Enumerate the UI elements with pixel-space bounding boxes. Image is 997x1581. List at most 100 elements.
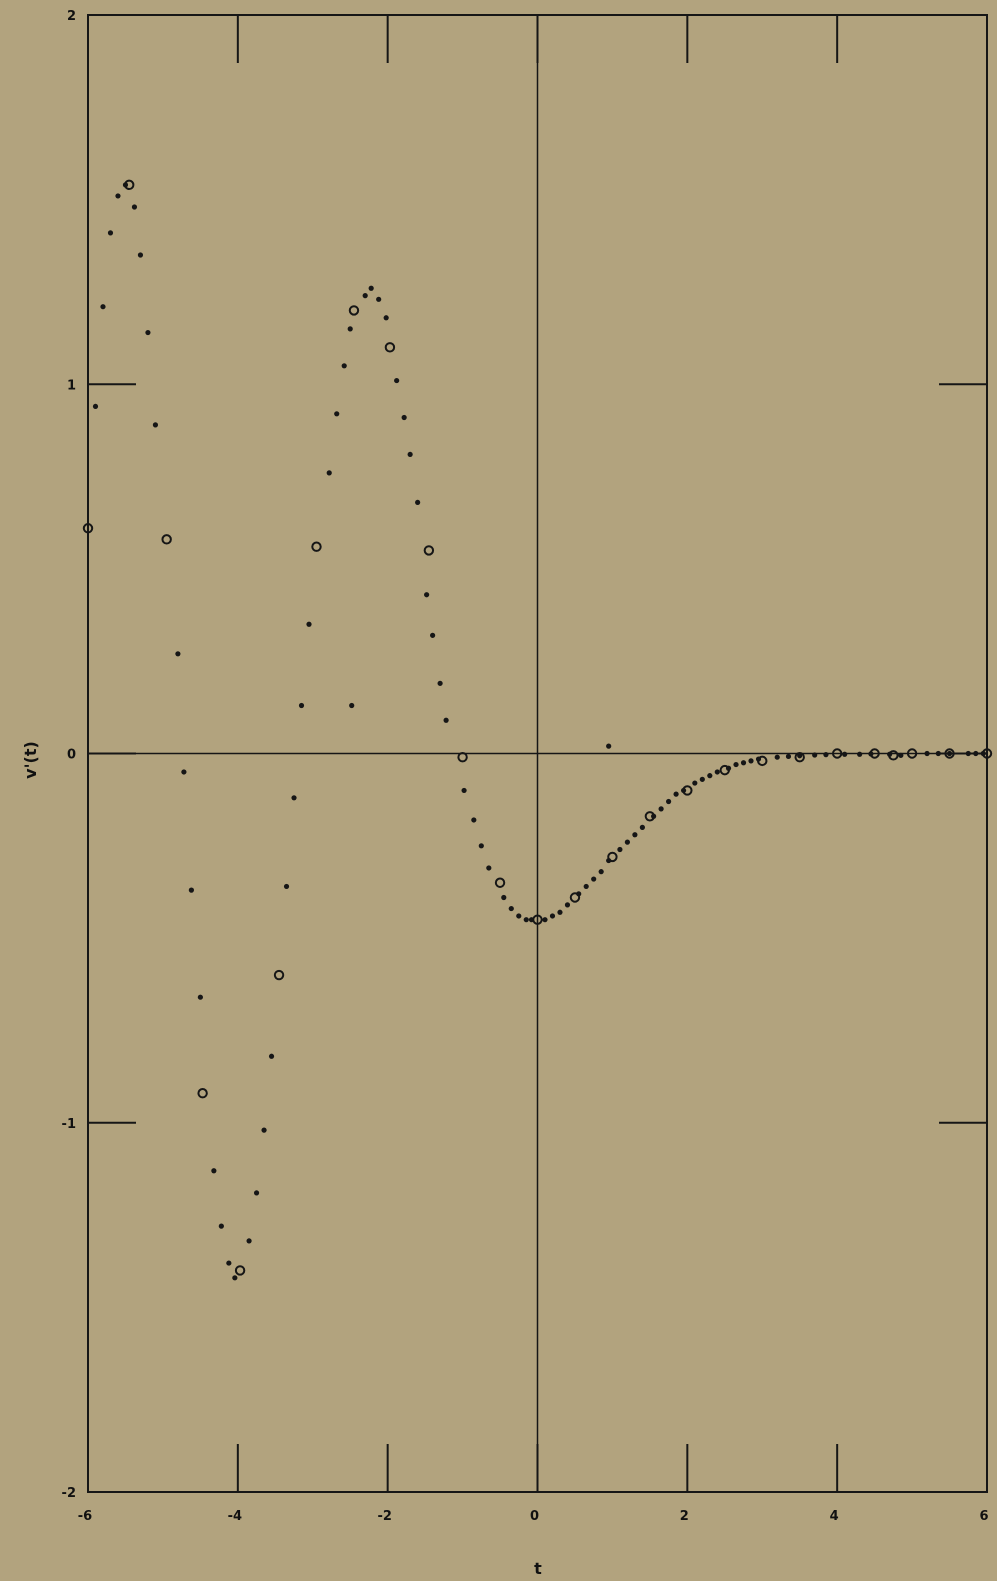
data-point-dot — [842, 751, 848, 757]
x-tick-label: -6 — [78, 1509, 92, 1524]
data-points — [82, 179, 993, 1281]
data-point-open-circle — [348, 305, 360, 316]
data-point-dot — [92, 403, 99, 410]
data-point-dot — [740, 760, 747, 766]
data-point-dot — [823, 752, 829, 758]
data-point-dot — [748, 758, 754, 764]
data-point-dot — [437, 680, 443, 686]
data-point-open-circle — [423, 545, 435, 556]
data-point-dot — [368, 285, 374, 291]
y-tick-label: -2 — [62, 1486, 76, 1501]
data-point-dot — [334, 411, 340, 417]
data-point-dot — [137, 252, 144, 258]
data-point-dot — [443, 717, 449, 723]
data-point-open-circle — [532, 914, 543, 925]
data-point-open-circle — [794, 751, 805, 763]
data-point-dot — [407, 451, 413, 458]
data-point-open-circle — [494, 877, 506, 888]
data-point-open-circle — [124, 179, 135, 191]
data-point-dot — [415, 499, 421, 506]
data-point-dot — [181, 769, 187, 775]
data-point-open-circle — [831, 748, 843, 759]
data-point-dot — [394, 377, 400, 384]
data-point-dot — [924, 750, 930, 757]
data-point-dot — [486, 865, 492, 871]
data-point-open-circle — [719, 764, 730, 776]
data-point-dot — [673, 791, 679, 797]
data-point-open-circle — [569, 892, 581, 903]
x-tick-label: 0 — [530, 1509, 539, 1524]
data-point-dot — [564, 902, 571, 908]
data-point-dot — [946, 750, 953, 757]
data-point-dot — [291, 795, 297, 801]
data-point-open-circle — [888, 750, 899, 761]
data-point-dot — [692, 780, 698, 786]
data-point-dot — [211, 1168, 217, 1174]
data-point-dot — [598, 869, 604, 875]
data-point-open-circle — [981, 748, 993, 759]
x-tick-label: 6 — [979, 1509, 988, 1524]
x-tick-label: 4 — [830, 1509, 839, 1524]
data-point-open-circle — [944, 748, 955, 759]
data-point-open-circle — [757, 755, 768, 767]
data-point-dot — [639, 824, 645, 830]
data-point-dot — [557, 909, 563, 915]
data-point-dot — [501, 894, 507, 901]
data-point-dot — [733, 761, 739, 768]
data-point-dot — [523, 917, 529, 923]
data-point-dot — [549, 913, 556, 919]
data-point-dot — [131, 204, 138, 210]
data-point-dot — [218, 1223, 224, 1229]
x-tick-label: -4 — [228, 1509, 242, 1524]
data-point-dot — [965, 750, 971, 757]
data-point-dot — [349, 702, 355, 709]
data-point-dot — [478, 843, 484, 849]
y-tick-label: 1 — [67, 378, 76, 393]
data-point-dot — [632, 832, 638, 838]
data-point-dot — [424, 592, 430, 598]
zero-lines — [88, 15, 987, 1492]
data-point-dot — [797, 753, 803, 759]
data-point-open-circle — [869, 748, 880, 759]
data-point-dot — [666, 798, 672, 805]
data-point-open-circle — [161, 534, 172, 545]
data-point-dot — [188, 887, 194, 893]
data-point-dot — [707, 773, 713, 779]
y-axis-title: v'(t) — [21, 741, 40, 779]
data-point-dot — [145, 329, 151, 336]
data-point-dot — [430, 632, 436, 638]
data-point-dot — [617, 846, 623, 853]
data-point-dot — [516, 913, 522, 919]
data-point-dot — [376, 296, 382, 302]
x-tick-label: 2 — [680, 1509, 689, 1524]
data-point-dot — [298, 702, 305, 709]
data-point-open-circle — [384, 342, 396, 353]
data-point-dot — [973, 750, 979, 757]
y-tick-label: 0 — [67, 748, 76, 763]
data-point-dot — [261, 1127, 267, 1133]
data-point-dot — [699, 776, 705, 782]
data-point-dot — [326, 470, 332, 476]
data-point-dot — [591, 876, 597, 882]
data-point-dot — [583, 883, 589, 890]
y-tick-label: 2 — [67, 9, 76, 24]
data-point-dot — [857, 751, 863, 757]
data-point-dot — [812, 752, 818, 758]
data-point-dot — [935, 750, 941, 757]
data-point-dot — [341, 363, 347, 369]
data-point-dot — [175, 651, 181, 657]
data-point-dot — [401, 414, 407, 421]
data-point-dot — [898, 752, 904, 758]
data-point-dot — [100, 304, 106, 310]
y-tick-label: -1 — [62, 1117, 76, 1132]
x-tick-label: -2 — [377, 1509, 391, 1524]
data-point-dot — [774, 754, 780, 760]
data-point-dot — [306, 621, 312, 627]
data-point-dot — [226, 1260, 232, 1266]
data-point-dot — [253, 1190, 260, 1196]
data-point-open-circle — [682, 785, 693, 796]
data-point-dot — [232, 1275, 238, 1281]
tick-labels: -6 -4 -2 0 2 4 6 -2 -1 0 1 2 — [62, 9, 989, 1524]
data-point-dot — [246, 1238, 252, 1244]
